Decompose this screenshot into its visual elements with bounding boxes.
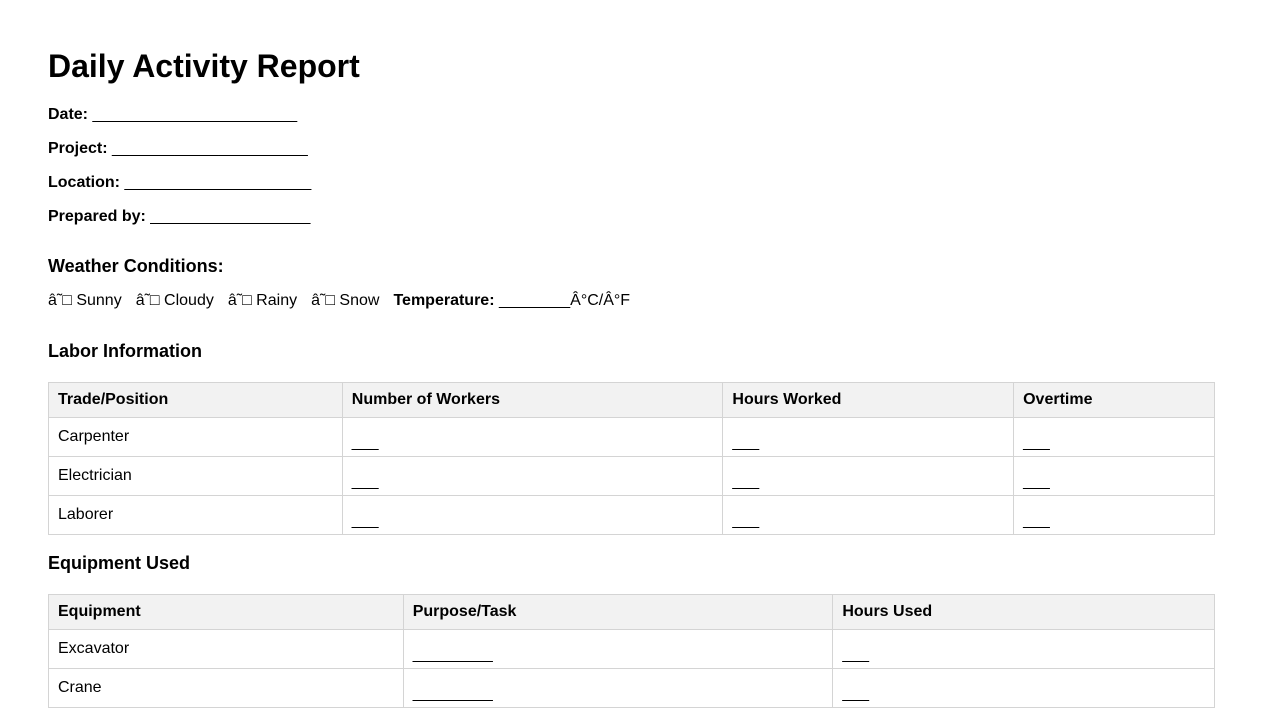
hours-cell[interactable]: ___ [722, 456, 1015, 496]
prepared-by-label: Prepared by: [48, 208, 146, 225]
column-header: Overtime [1013, 382, 1215, 418]
table-row: Electrician ___ ___ ___ [48, 456, 1215, 496]
workers-cell[interactable]: ___ [341, 456, 724, 496]
page-title: Daily Activity Report [48, 48, 360, 84]
labor-table: Trade/Position Number of Workers Hours W… [48, 382, 1215, 535]
equipment-cell: Crane [48, 668, 404, 708]
overtime-cell[interactable]: ___ [1013, 456, 1215, 496]
weather-option-snow[interactable]: â˜□ Snow [311, 292, 380, 309]
location-label: Location: [48, 174, 120, 191]
column-header: Hours Used [832, 594, 1215, 630]
weather-option-cloudy[interactable]: â˜□ Cloudy [135, 292, 214, 309]
trade-cell: Carpenter [48, 417, 343, 457]
weather-option-sunny[interactable]: â˜□ Sunny [48, 292, 122, 309]
column-header: Trade/Position [48, 382, 343, 418]
project-label: Project: [48, 140, 108, 157]
table-header-row: Equipment Purpose/Task Hours Used [48, 594, 1215, 630]
date-label: Date: [48, 106, 89, 123]
column-header: Purpose/Task [402, 594, 834, 630]
equipment-cell: Excavator [48, 629, 404, 669]
prepared-by-field[interactable]: Prepared by: __________________ [48, 207, 310, 227]
equipment-heading: Equipment Used [48, 553, 191, 573]
temperature-blank[interactable]: ________ [498, 292, 571, 309]
temperature-label: Temperature: [393, 292, 495, 309]
trade-cell: Electrician [48, 456, 343, 496]
hours-used-cell[interactable]: ___ [832, 668, 1215, 708]
column-header: Number of Workers [341, 382, 724, 418]
column-header: Equipment [48, 594, 404, 630]
weather-heading: Weather Conditions: [48, 256, 224, 276]
table-row: Carpenter ___ ___ ___ [48, 417, 1215, 457]
column-header: Hours Worked [722, 382, 1015, 418]
hours-cell[interactable]: ___ [722, 495, 1015, 535]
project-blank[interactable]: ______________________ [112, 140, 308, 157]
hours-used-cell[interactable]: ___ [832, 629, 1215, 669]
table-row: Crane _________ ___ [48, 668, 1215, 708]
weather-options: â˜□ Sunny â˜□ Cloudy â˜□ Rainy â˜□ Snow Temp… [48, 291, 630, 311]
purpose-cell[interactable]: _________ [402, 668, 834, 708]
temperature-units: Â°C/Â°F [570, 292, 631, 309]
overtime-cell[interactable]: ___ [1013, 495, 1215, 535]
date-field[interactable]: Date: _______________________ [48, 105, 297, 125]
workers-cell[interactable]: ___ [341, 417, 724, 457]
labor-heading: Labor Information [48, 341, 202, 361]
date-blank[interactable]: _______________________ [92, 106, 298, 123]
table-row: Laborer ___ ___ ___ [48, 495, 1215, 535]
purpose-cell[interactable]: _________ [402, 629, 834, 669]
trade-cell: Laborer [48, 495, 343, 535]
equipment-table: Equipment Purpose/Task Hours Used Excava… [48, 594, 1215, 708]
hours-cell[interactable]: ___ [722, 417, 1015, 457]
project-field[interactable]: Project: ______________________ [48, 139, 308, 159]
table-row: Excavator _________ ___ [48, 629, 1215, 669]
location-field[interactable]: Location: _____________________ [48, 173, 311, 193]
table-header-row: Trade/Position Number of Workers Hours W… [48, 382, 1215, 418]
weather-option-rainy[interactable]: â˜□ Rainy [227, 292, 298, 309]
workers-cell[interactable]: ___ [341, 495, 724, 535]
location-blank[interactable]: _____________________ [124, 174, 312, 191]
prepared-by-blank[interactable]: __________________ [150, 208, 311, 225]
overtime-cell[interactable]: ___ [1013, 417, 1215, 457]
